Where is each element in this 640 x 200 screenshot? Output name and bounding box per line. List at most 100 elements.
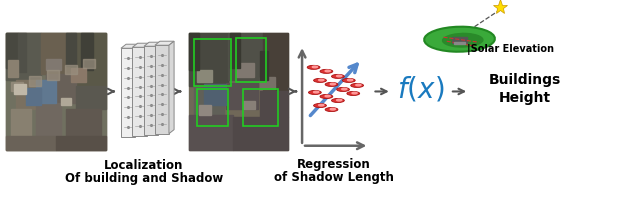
Circle shape (337, 100, 342, 101)
Circle shape (319, 105, 324, 106)
Circle shape (337, 76, 342, 77)
Bar (121, 49, 135, 137)
Bar (6, 136, 56, 150)
Text: of Shadow Length: of Shadow Length (274, 170, 394, 183)
Circle shape (330, 109, 335, 110)
Circle shape (307, 66, 320, 70)
Bar (26, 89, 41, 106)
Text: Of building and Shadow: Of building and Shadow (65, 171, 223, 184)
Text: $f(x)$: $f(x)$ (397, 75, 445, 103)
Polygon shape (169, 42, 174, 134)
Circle shape (348, 80, 353, 81)
Bar (204, 85, 225, 106)
Bar (194, 86, 223, 115)
Bar (260, 51, 268, 80)
Bar (12, 83, 23, 92)
Bar (228, 34, 263, 80)
Circle shape (314, 79, 326, 83)
Bar (66, 109, 100, 138)
Bar (196, 90, 228, 127)
Circle shape (320, 70, 333, 74)
Bar (260, 92, 288, 118)
Polygon shape (121, 45, 140, 49)
Polygon shape (135, 45, 140, 137)
Circle shape (325, 96, 330, 97)
Bar (19, 34, 26, 72)
Bar (83, 60, 95, 69)
Bar (47, 71, 59, 80)
Bar (132, 48, 147, 136)
Bar (46, 75, 76, 104)
Circle shape (351, 84, 364, 88)
Bar (227, 84, 258, 109)
Circle shape (342, 79, 355, 83)
Bar (65, 65, 77, 75)
Bar (198, 106, 211, 115)
Bar (236, 39, 266, 83)
Bar (8, 61, 19, 78)
Bar (260, 78, 275, 90)
Bar (14, 85, 26, 94)
Circle shape (312, 67, 317, 68)
Bar (61, 99, 71, 106)
Circle shape (356, 85, 361, 86)
Ellipse shape (442, 34, 484, 48)
Bar (243, 90, 278, 127)
Bar (144, 47, 158, 135)
Bar (189, 34, 228, 86)
Polygon shape (132, 44, 152, 48)
Text: Regression: Regression (297, 157, 371, 170)
Circle shape (320, 95, 333, 99)
Circle shape (342, 89, 347, 90)
Polygon shape (144, 43, 163, 47)
Bar (196, 71, 212, 83)
Polygon shape (155, 42, 174, 46)
Polygon shape (158, 43, 163, 135)
Bar (189, 34, 198, 71)
Circle shape (325, 83, 338, 87)
Bar (189, 115, 234, 150)
Bar (36, 80, 56, 104)
Circle shape (337, 88, 349, 92)
Bar (230, 34, 241, 69)
Bar (243, 101, 255, 109)
Bar (452, 38, 467, 44)
Text: Height: Height (499, 91, 551, 105)
Bar (194, 40, 232, 86)
Bar (71, 34, 106, 86)
Bar (56, 136, 106, 150)
Bar (6, 34, 106, 150)
Circle shape (347, 92, 360, 96)
Bar (12, 109, 31, 138)
Bar (6, 34, 19, 69)
Circle shape (330, 84, 335, 85)
Bar (234, 118, 288, 150)
Circle shape (325, 108, 338, 112)
Circle shape (308, 91, 321, 95)
Circle shape (319, 80, 324, 81)
Bar (155, 46, 169, 134)
Text: Buildings: Buildings (489, 73, 561, 87)
Circle shape (314, 92, 319, 93)
Circle shape (332, 75, 344, 79)
Bar (66, 34, 76, 66)
Text: Localization: Localization (104, 158, 184, 171)
Bar (71, 69, 86, 83)
Bar (29, 77, 41, 86)
Circle shape (325, 71, 330, 72)
Bar (41, 34, 71, 75)
Bar (17, 80, 41, 109)
Bar (6, 34, 106, 150)
Bar (81, 34, 93, 71)
Ellipse shape (424, 28, 495, 52)
Circle shape (352, 93, 357, 94)
Circle shape (332, 99, 344, 103)
Bar (189, 34, 288, 150)
Circle shape (314, 104, 326, 108)
Bar (46, 60, 61, 71)
Bar (76, 86, 106, 109)
Bar (236, 64, 254, 78)
Bar (454, 43, 465, 44)
Text: |Solar Elevation: |Solar Elevation (467, 44, 554, 54)
Polygon shape (147, 44, 152, 136)
